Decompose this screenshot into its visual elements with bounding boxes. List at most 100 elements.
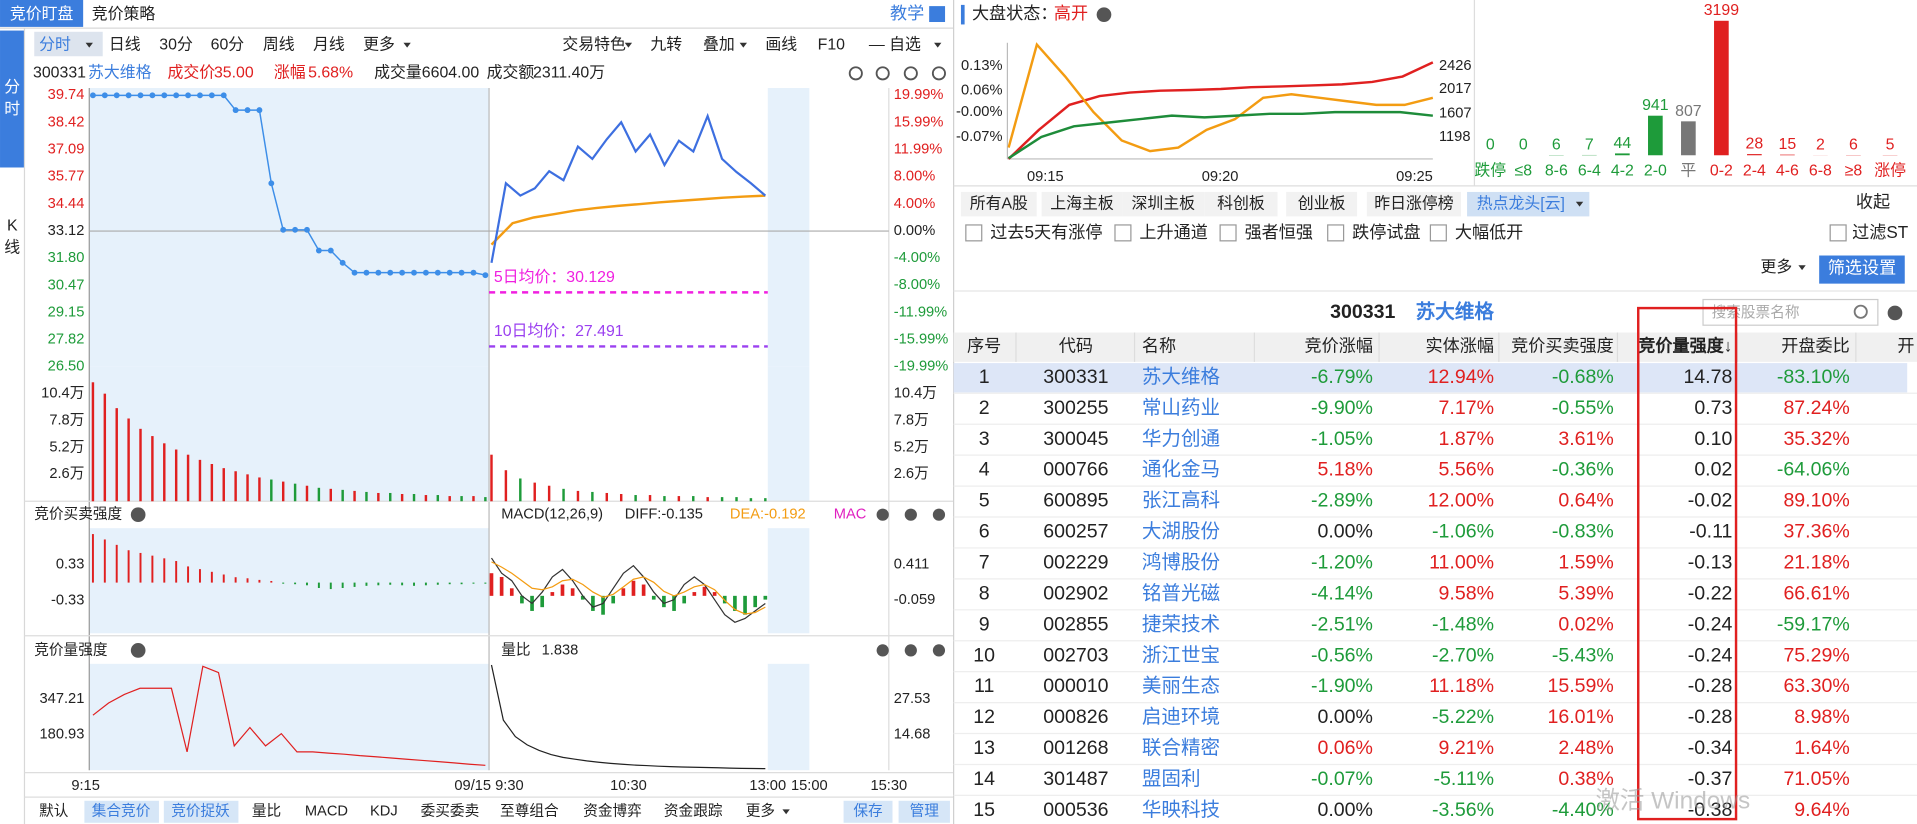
filter-label[interactable]: 强者恒强 bbox=[1245, 223, 1313, 242]
checkbox[interactable] bbox=[1829, 224, 1847, 242]
bottom-tab[interactable]: 资金博弈 bbox=[583, 803, 642, 820]
chart-tool-icon[interactable] bbox=[931, 66, 946, 81]
table-cell[interactable]: 美丽生态 bbox=[1142, 675, 1220, 697]
link[interactable]: 更多 bbox=[1760, 258, 1792, 276]
side-tab-label[interactable]: K bbox=[7, 217, 18, 234]
table-cell[interactable]: 大湖股份 bbox=[1142, 521, 1220, 543]
period-tab[interactable]: 30分 bbox=[159, 35, 193, 53]
filter-label[interactable]: 跌停试盘 bbox=[1352, 223, 1420, 242]
side-tab[interactable] bbox=[0, 30, 25, 168]
chart-tool-icon[interactable] bbox=[875, 66, 890, 81]
market-tab[interactable] bbox=[1041, 191, 1123, 217]
table-cell[interactable]: 联合精密 bbox=[1142, 737, 1220, 759]
side-tab-label[interactable]: 分 bbox=[4, 78, 20, 96]
period-tab[interactable]: 分时 bbox=[39, 35, 71, 53]
column-header[interactable]: 实体涨幅 bbox=[1426, 337, 1494, 356]
table-cell[interactable]: 鸿博股份 bbox=[1142, 552, 1220, 574]
market-tab[interactable] bbox=[1467, 191, 1590, 217]
market-tab[interactable] bbox=[960, 191, 1037, 217]
market-tab-label[interactable]: 昨日涨停榜 bbox=[1374, 194, 1454, 212]
button-label[interactable]: 筛选设置 bbox=[1828, 258, 1896, 277]
market-tab[interactable] bbox=[1286, 191, 1358, 217]
side-tab-label[interactable]: 时 bbox=[4, 100, 20, 118]
column-header[interactable]: 开盘委比 bbox=[1781, 337, 1849, 356]
table-cell[interactable]: 盟固利 bbox=[1142, 768, 1201, 790]
search-icon[interactable] bbox=[1853, 304, 1868, 319]
panel-tool-icon[interactable] bbox=[876, 644, 889, 657]
tool-button[interactable]: 交易特色 bbox=[562, 35, 626, 53]
bottom-tab[interactable]: 量比 bbox=[252, 803, 281, 820]
column-header[interactable]: 代码 bbox=[1059, 337, 1093, 356]
table-cell[interactable]: 苏大维格 bbox=[1142, 366, 1221, 388]
filter-label[interactable]: 上升通道 bbox=[1139, 223, 1207, 242]
market-tab-label[interactable]: 创业板 bbox=[1298, 194, 1346, 212]
tab-label[interactable]: 竞价盯盘 bbox=[10, 4, 74, 23]
bottom-tab[interactable]: 委买委卖 bbox=[421, 803, 480, 820]
period-tab[interactable]: 更多 bbox=[363, 35, 395, 53]
table-cell[interactable]: 浙江世宝 bbox=[1142, 644, 1220, 666]
period-tab[interactable]: 60分 bbox=[211, 35, 245, 53]
market-tab-label[interactable]: 深圳主板 bbox=[1132, 194, 1196, 212]
checkbox[interactable] bbox=[1429, 224, 1447, 242]
filter-label[interactable]: 过去5天有涨停 bbox=[990, 223, 1102, 242]
checkbox[interactable] bbox=[1327, 224, 1345, 242]
panel-tool-icon[interactable] bbox=[932, 508, 946, 521]
filter-label[interactable]: 过滤ST bbox=[1852, 223, 1909, 242]
button-label[interactable]: 管理 bbox=[910, 803, 940, 820]
period-tab[interactable]: 周线 bbox=[263, 35, 295, 53]
panel-tool-icon[interactable] bbox=[876, 508, 889, 521]
table-cell[interactable]: 捷荣技术 bbox=[1142, 613, 1220, 635]
tool-button[interactable]: 叠加 bbox=[703, 35, 735, 53]
button[interactable] bbox=[1819, 255, 1905, 284]
table-cell[interactable]: 华映科技 bbox=[1142, 799, 1220, 821]
tool-button[interactable]: F10 bbox=[818, 36, 846, 53]
bottom-tab[interactable]: 资金跟踪 bbox=[664, 803, 723, 820]
filter-label[interactable]: 大幅低开 bbox=[1455, 223, 1523, 242]
help-icon[interactable] bbox=[1887, 305, 1903, 321]
bottom-tab[interactable]: 集合竞价 bbox=[92, 802, 151, 820]
tab[interactable] bbox=[0, 0, 84, 27]
column-header[interactable]: 名称 bbox=[1142, 337, 1176, 356]
market-tab[interactable] bbox=[1366, 191, 1461, 217]
bottom-tab[interactable]: 更多 bbox=[746, 803, 775, 820]
bottom-tab[interactable]: 竞价捉妖 bbox=[171, 802, 230, 820]
link[interactable]: 教学 bbox=[890, 4, 924, 23]
column-header[interactable]: 序号 bbox=[967, 337, 1001, 356]
bottom-tab[interactable]: 默认 bbox=[39, 803, 69, 820]
table-cell[interactable]: 华力创通 bbox=[1142, 428, 1220, 450]
help-icon[interactable] bbox=[130, 643, 146, 658]
panel-tool-icon[interactable] bbox=[904, 508, 917, 521]
market-tab-label[interactable]: 所有A股 bbox=[970, 194, 1028, 212]
table-cell[interactable]: 铭普光磁 bbox=[1142, 582, 1220, 604]
tool-button[interactable]: 画线 bbox=[765, 35, 797, 53]
table-cell[interactable]: 通化金马 bbox=[1142, 459, 1220, 481]
tool-button[interactable]: — 自选 bbox=[869, 35, 921, 53]
panel-tool-icon[interactable] bbox=[904, 644, 917, 657]
market-tab-label[interactable]: 上海主板 bbox=[1050, 194, 1114, 212]
tool-button[interactable]: 九转 bbox=[650, 35, 682, 53]
table-cell[interactable]: 常山药业 bbox=[1142, 397, 1220, 419]
panel-tool-icon[interactable] bbox=[932, 644, 946, 657]
table-cell[interactable]: 启迪环境 bbox=[1142, 706, 1220, 728]
search-placeholder[interactable]: 搜索股票名称 bbox=[1712, 304, 1800, 321]
column-header[interactable]: 竞价涨幅 bbox=[1304, 337, 1372, 356]
market-tab[interactable] bbox=[1122, 191, 1205, 217]
link[interactable]: 收起 bbox=[1856, 192, 1890, 211]
market-tab-label[interactable]: 热点龙头[云] bbox=[1477, 194, 1565, 212]
help-icon[interactable] bbox=[130, 507, 146, 523]
side-tab-label[interactable]: 线 bbox=[4, 238, 20, 256]
market-tab[interactable] bbox=[1204, 191, 1278, 217]
checkbox[interactable] bbox=[1219, 224, 1237, 242]
search-box[interactable] bbox=[1702, 298, 1879, 326]
column-header[interactable]: 开 bbox=[1897, 337, 1914, 356]
bottom-tab[interactable]: MACD bbox=[305, 804, 348, 820]
help-icon[interactable] bbox=[1096, 7, 1112, 23]
bottom-tab[interactable]: KDJ bbox=[370, 804, 398, 820]
checkbox[interactable] bbox=[965, 224, 983, 242]
period-tab[interactable]: 月线 bbox=[313, 35, 345, 53]
column-header[interactable]: 竞价买卖强度 bbox=[1511, 337, 1614, 356]
table-cell[interactable]: 张江高科 bbox=[1142, 490, 1220, 512]
column-header[interactable]: 竞价量强度↓ bbox=[1638, 336, 1732, 356]
chart-tool-icon[interactable] bbox=[848, 66, 863, 81]
period-tab[interactable]: 日线 bbox=[109, 35, 141, 53]
